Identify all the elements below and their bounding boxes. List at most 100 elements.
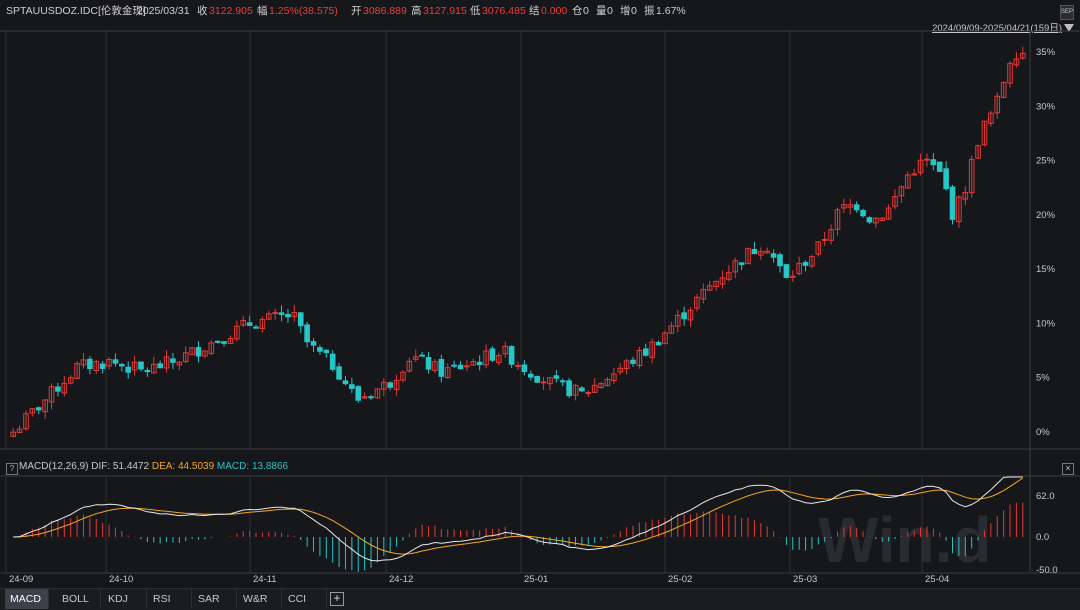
candle-body	[521, 364, 528, 372]
candle-body	[138, 361, 144, 370]
candle-body	[585, 392, 592, 395]
add-indicator-icon[interactable]: +	[330, 592, 344, 606]
candle-body	[834, 209, 841, 230]
candle-body	[694, 296, 700, 309]
tab-boll[interactable]: BOLL	[57, 589, 101, 609]
candle-body	[917, 159, 924, 174]
candle-body	[572, 384, 579, 396]
help-icon[interactable]: ?	[6, 463, 18, 475]
candle-body	[55, 386, 61, 392]
candle-body	[847, 204, 854, 208]
candle-body	[438, 358, 445, 377]
date-range-selector[interactable]: 2024/09/09-2025/04/21(159日)	[932, 20, 1074, 34]
candle-body	[566, 380, 572, 397]
tab-wr[interactable]: W&R	[238, 589, 282, 609]
candle-body	[828, 229, 834, 241]
candle-body	[815, 241, 822, 255]
candle-body	[112, 359, 119, 364]
y-axis-tick-label: 25%	[1036, 156, 1056, 167]
volume-value: 0	[607, 5, 613, 17]
candle-body	[636, 349, 643, 367]
macd-label: MACD:	[216, 461, 250, 472]
candle-body	[719, 277, 726, 285]
increase-value: 0	[631, 5, 637, 17]
candle-body	[924, 158, 930, 161]
candle-body	[700, 288, 707, 300]
macd-indicator-name: MACD(12,26,9)	[19, 461, 89, 472]
close-value: 3122.905	[209, 5, 253, 17]
candle-body	[936, 161, 943, 172]
candle-body	[368, 396, 374, 399]
candle-body	[579, 387, 585, 392]
candle-body	[387, 382, 394, 388]
candle-body	[74, 363, 80, 379]
candle-body	[342, 380, 349, 385]
candle-body	[297, 312, 304, 327]
indicator-tab-bar: MACD BOLL KDJ RSI SAR W&R CCI +	[0, 588, 1080, 610]
candle-body	[189, 347, 195, 356]
close-indicator-icon[interactable]: ×	[1062, 463, 1074, 475]
candle-body	[80, 359, 87, 366]
candle-body	[35, 407, 42, 411]
y-axis-tick-label: 30%	[1036, 101, 1056, 112]
time-axis-label: 25-04	[925, 574, 949, 585]
time-axis-label: 24-12	[389, 574, 413, 585]
candle-body	[214, 340, 221, 343]
wind-watermark: Win.d	[818, 504, 992, 576]
candle-body	[911, 173, 917, 176]
candle-body	[674, 314, 681, 327]
candle-body	[349, 384, 355, 389]
candle-body	[374, 388, 381, 399]
candle-body	[649, 341, 655, 358]
candle-body	[381, 381, 387, 390]
candle-body	[29, 408, 36, 414]
candle-body	[278, 312, 285, 315]
candle-body	[898, 186, 905, 197]
tab-macd[interactable]: MACD	[5, 589, 49, 609]
change-label: 幅	[257, 5, 268, 17]
time-axis-label: 25-01	[524, 574, 548, 585]
candle-body	[444, 367, 451, 379]
candle-body	[783, 264, 790, 278]
open-value: 3086.889	[363, 5, 407, 17]
candle-body	[336, 366, 342, 380]
candle-body	[304, 324, 310, 343]
macd-legend: MACD(12,26,9) DIF: 51.4472 DEA: 44.5039 …	[19, 461, 288, 472]
open-interest-label: 仓	[572, 5, 583, 17]
candle-body	[208, 342, 215, 354]
dif-value: 51.4472	[112, 461, 150, 472]
candle-body	[668, 325, 675, 334]
tab-cci[interactable]: CCI	[283, 589, 327, 609]
candle-body	[406, 360, 413, 372]
candle-body	[598, 383, 604, 389]
candle-body	[841, 204, 847, 209]
y-axis-tick-label: 15%	[1036, 264, 1056, 275]
candle-body	[502, 345, 509, 355]
symbol-name: SPTAUUSDOZ.IDC[伦敦金现]	[6, 5, 146, 17]
quote-info-bar: SPTAUUSDOZ.IDC[伦敦金现] 2025/03/31 收 3122.9…	[0, 0, 1080, 22]
quote-date: 2025/03/31	[137, 5, 190, 17]
candle-body	[125, 366, 132, 373]
low-value: 3076.485	[482, 5, 526, 17]
candle-body	[99, 363, 106, 369]
candle-body	[981, 120, 988, 146]
candle-body	[42, 399, 48, 413]
macd-axis-tick-label: 0.0	[1036, 532, 1049, 543]
tab-sar[interactable]: SAR	[193, 589, 237, 609]
candle-body	[400, 371, 406, 381]
candle-body	[885, 207, 892, 220]
candle-body	[240, 320, 247, 326]
time-axis-label: 24-10	[109, 574, 133, 585]
candle-body	[182, 352, 189, 362]
dropdown-triangle-icon[interactable]	[1064, 24, 1074, 32]
tab-rsi[interactable]: RSI	[148, 589, 192, 609]
macd-value: 13.8866	[251, 461, 289, 472]
candle-body	[310, 341, 317, 346]
candle-body	[323, 349, 330, 354]
tab-kdj[interactable]: KDJ	[103, 589, 147, 609]
time-axis-label: 24-09	[9, 574, 33, 585]
candle-body	[106, 358, 112, 367]
candle-body	[547, 377, 553, 385]
date-range-text[interactable]: 2024/09/09-2025/04/21(159日)	[932, 23, 1062, 34]
